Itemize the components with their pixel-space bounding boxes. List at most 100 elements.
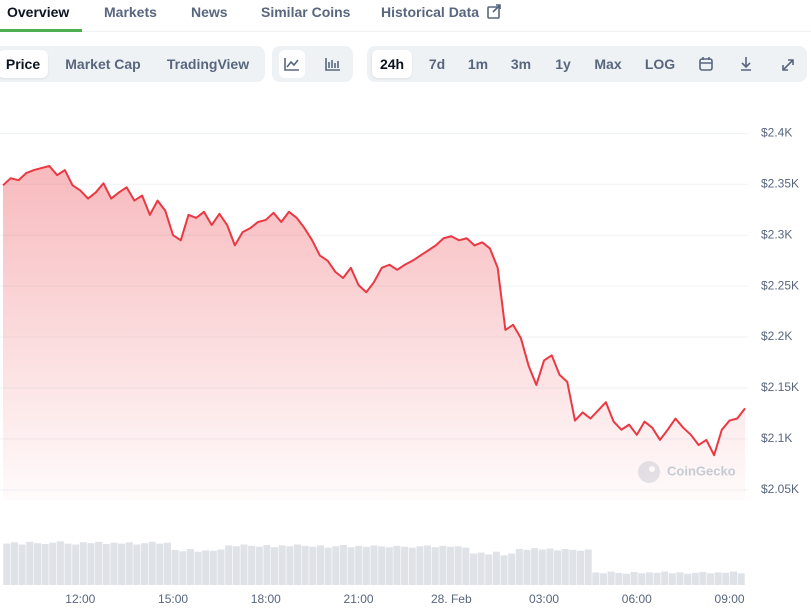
volume-bar <box>707 573 715 585</box>
volume-bar <box>225 545 233 585</box>
line-chart-icon[interactable] <box>284 58 299 71</box>
volume-bar <box>324 547 332 585</box>
volume-bar <box>607 571 615 585</box>
tab[interactable]: Markets <box>104 4 157 20</box>
volume-bar <box>653 572 661 585</box>
bar-chart-icon[interactable] <box>325 58 340 71</box>
volume-bar <box>3 543 11 585</box>
volume-bar <box>64 543 72 585</box>
range-button[interactable]: 24h <box>371 50 413 78</box>
volume-bar <box>577 550 585 585</box>
volume-bar <box>140 543 149 585</box>
volume-bar <box>393 545 401 585</box>
external-link-icon[interactable] <box>487 4 501 19</box>
range-button[interactable]: 3m <box>510 56 532 72</box>
volume-bar <box>347 547 355 585</box>
volume-bar <box>630 571 638 585</box>
x-tick-label: 28. Feb <box>431 592 472 606</box>
y-tick-label: $2.35K <box>761 176 799 190</box>
volume-bar <box>248 545 256 585</box>
range-button[interactable]: 7d <box>428 56 446 72</box>
y-tick-label: $2.25K <box>761 278 799 292</box>
volume-bar <box>477 552 485 585</box>
tab[interactable]: Similar Coins <box>261 4 351 20</box>
watermark <box>638 461 660 483</box>
volume-bar <box>95 541 103 585</box>
x-tick-label: 18:00 <box>251 592 281 606</box>
volume-bar <box>730 571 738 585</box>
active-tab-underline <box>0 29 82 32</box>
volume-bar <box>125 542 133 585</box>
range-button[interactable]: 1m <box>467 56 489 72</box>
volume-bar <box>500 555 508 585</box>
volume-bar <box>431 547 439 585</box>
volume-bar <box>424 545 432 585</box>
volume-bar <box>255 546 263 585</box>
volume-bar <box>209 550 217 585</box>
volume-bar <box>186 549 194 585</box>
volume-bar <box>194 551 202 585</box>
volume-bar <box>462 547 470 585</box>
watermark-text: CoinGecko <box>667 463 736 478</box>
volume-bar <box>49 542 57 585</box>
volume-bar <box>385 547 393 585</box>
volume-bar <box>523 549 531 585</box>
volume-bar <box>339 544 347 585</box>
volume-bar <box>263 544 271 585</box>
y-tick-label: $2.05K <box>761 482 799 496</box>
volume-bar <box>179 551 187 585</box>
chart-type-button[interactable]: TradingView <box>166 56 250 72</box>
volume-bar <box>592 572 600 585</box>
tab[interactable]: Overview <box>7 4 70 20</box>
volume-bar <box>645 572 653 585</box>
calendar-icon[interactable] <box>699 57 713 71</box>
chart-type-button[interactable]: Price <box>0 50 49 78</box>
tab[interactable]: News <box>191 4 228 20</box>
volume-bar <box>485 554 493 585</box>
volume-bar <box>676 572 684 585</box>
volume-bar <box>546 548 554 585</box>
volume-bar <box>469 553 477 585</box>
volume-bar <box>301 545 309 585</box>
volume-bar <box>148 541 156 585</box>
volume-bar <box>439 545 447 585</box>
volume-bar <box>737 573 745 585</box>
x-tick-label: 09:00 <box>715 592 745 606</box>
volume-bar <box>714 572 722 585</box>
chart-type-button[interactable]: Market Cap <box>65 56 141 72</box>
volume-bar <box>454 546 462 585</box>
y-tick-label: $2.1K <box>761 431 792 445</box>
volume-bar <box>316 545 324 585</box>
volume-bar <box>599 573 608 585</box>
tab-divider <box>0 31 811 32</box>
volume-bar <box>362 546 370 585</box>
tab[interactable]: Historical Data <box>381 4 480 20</box>
volume-bar <box>638 573 646 585</box>
y-tick-label: $2.3K <box>761 227 792 241</box>
range-button[interactable]: 1y <box>555 56 571 72</box>
volume-bar <box>561 549 569 585</box>
x-tick-label: 03:00 <box>529 592 559 606</box>
volume-bar <box>515 549 523 585</box>
expand-icon[interactable] <box>782 59 794 71</box>
volume-bar <box>584 549 592 585</box>
volume-bar <box>18 544 26 585</box>
volume-bar <box>271 547 279 585</box>
y-tick-label: $2.4K <box>761 126 792 140</box>
volume-bar <box>278 545 286 585</box>
volume-bar <box>554 550 562 585</box>
volume-bar <box>171 549 179 585</box>
volume-bar <box>163 542 171 585</box>
range-group <box>367 46 807 82</box>
volume-bar <box>293 544 302 585</box>
download-icon[interactable] <box>741 57 751 71</box>
range-button[interactable]: LOG <box>644 56 676 72</box>
volume-bar <box>355 545 363 585</box>
range-button[interactable]: Max <box>594 56 622 72</box>
volume-bar <box>10 542 18 585</box>
area-fill <box>3 165 745 501</box>
volume-bar <box>508 553 516 585</box>
x-tick-label: 06:00 <box>622 592 652 606</box>
volume-bar <box>72 544 80 585</box>
volume-bar <box>156 543 164 585</box>
